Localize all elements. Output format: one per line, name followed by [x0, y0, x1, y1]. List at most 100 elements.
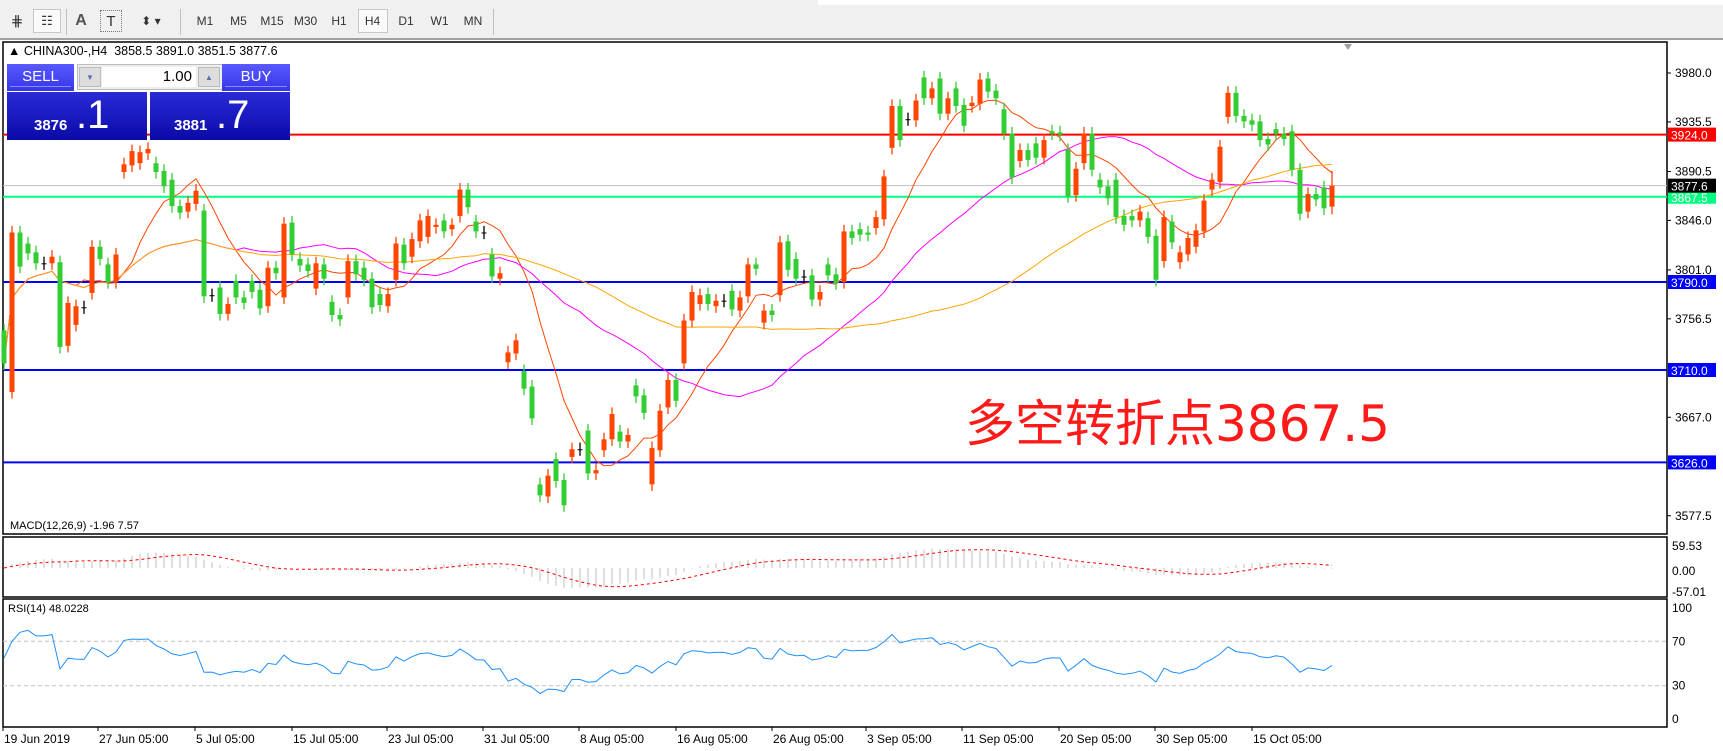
candle	[1033, 136, 1039, 165]
candle	[1049, 124, 1055, 141]
candle	[1177, 245, 1183, 269]
candle	[1201, 194, 1207, 238]
candle-body	[625, 434, 631, 442]
candle-body	[1265, 139, 1271, 145]
buy-button[interactable]: BUY	[222, 64, 290, 91]
candle	[409, 232, 415, 264]
timeframe-m5[interactable]: M5	[230, 14, 247, 28]
candle	[33, 245, 39, 270]
candle	[1169, 214, 1175, 249]
candle	[1041, 133, 1047, 165]
candle	[169, 173, 175, 213]
time-label: 3 Sep 05:00	[867, 732, 932, 746]
candle	[625, 428, 631, 449]
candle-body	[569, 449, 575, 457]
timeframe-m1[interactable]: M1	[196, 14, 214, 28]
candle	[441, 213, 447, 238]
timeframe-w1[interactable]: W1	[430, 14, 449, 28]
pivot-annotation: 多空转折点3867.5	[965, 395, 1390, 453]
candle	[953, 81, 959, 113]
candle	[329, 295, 335, 322]
candle-body	[593, 470, 599, 474]
price-tick-label: 3756.5	[1675, 312, 1712, 326]
candle-body	[825, 264, 831, 276]
candle	[1025, 143, 1031, 167]
time-label: 15 Jul 05:00	[293, 732, 359, 746]
indicators-icon[interactable]: ⋕	[10, 13, 24, 30]
candle-body	[777, 242, 783, 296]
candle	[521, 364, 527, 396]
candle	[321, 257, 327, 286]
decrease-lot-button[interactable]: ▼	[79, 67, 101, 87]
lot-stepper[interactable]: ▼ ▲	[77, 64, 223, 90]
candle-body	[241, 297, 247, 303]
sell-price-box[interactable]: 3876 .1	[7, 92, 147, 140]
candle	[41, 256, 47, 270]
candle	[297, 252, 303, 273]
timeframe-h4[interactable]: H4	[357, 9, 388, 33]
rsi-pane	[2, 598, 1668, 728]
candle	[1145, 211, 1151, 244]
candle-body	[417, 220, 423, 242]
candle-body	[641, 395, 647, 413]
candle	[193, 184, 199, 211]
templates-icon[interactable]: ☷	[33, 9, 61, 33]
candle-body	[425, 216, 431, 237]
candle-body	[1241, 115, 1247, 122]
text-label-icon[interactable]: T	[100, 10, 122, 32]
candle-body	[297, 258, 303, 266]
candle	[913, 93, 919, 127]
buy-price-box[interactable]: 3881 .7	[150, 92, 290, 140]
text-icon[interactable]: A	[75, 12, 87, 29]
level-tag-label: 3924.0	[1671, 129, 1708, 143]
buy-price-big: .7	[216, 93, 250, 137]
candle	[889, 99, 895, 155]
candle	[1089, 126, 1095, 177]
candle-body	[945, 98, 951, 114]
arrows-icon[interactable]: ⬍ ▾	[141, 14, 161, 28]
candle	[201, 203, 207, 303]
candle-body	[769, 310, 775, 315]
candle	[577, 442, 583, 456]
timeframe-m30[interactable]: M30	[293, 14, 318, 28]
timeframe-m15[interactable]: M15	[260, 14, 284, 28]
candle	[993, 84, 999, 105]
candle	[841, 224, 847, 289]
candle	[1305, 187, 1311, 219]
candle-body	[729, 290, 735, 310]
timeframe-mn[interactable]: MN	[463, 14, 483, 28]
candle-body	[761, 310, 767, 323]
candle	[209, 288, 215, 302]
timeframe-h1[interactable]: H1	[331, 14, 347, 28]
candle-body	[841, 231, 847, 282]
candle-body	[1297, 169, 1303, 214]
current-price-label: 3877.6	[1671, 180, 1708, 194]
candle	[481, 225, 487, 240]
candle-body	[697, 295, 703, 304]
candle-body	[1073, 168, 1079, 196]
candle	[1233, 86, 1239, 123]
candle-body	[1225, 92, 1231, 117]
candle-body	[41, 263, 47, 265]
candle	[657, 404, 663, 457]
candle	[497, 266, 503, 286]
chart-shift-marker[interactable]	[1344, 44, 1352, 50]
candle	[545, 469, 551, 504]
time-label: 27 Jun 05:00	[99, 732, 169, 746]
increase-lot-button[interactable]: ▲	[198, 67, 220, 87]
candle	[721, 294, 727, 308]
lot-input[interactable]	[102, 67, 196, 87]
sell-button[interactable]: SELL	[7, 64, 74, 91]
price-tick-label: 3890.5	[1675, 164, 1712, 178]
timeframe-d1[interactable]: D1	[398, 14, 414, 28]
candle-body	[257, 289, 263, 309]
candle	[1105, 179, 1111, 205]
level-tag	[1668, 189, 1716, 204]
candle-body	[657, 410, 663, 451]
candle	[609, 407, 615, 446]
candle	[1257, 114, 1263, 147]
candle	[49, 250, 55, 270]
candle	[673, 373, 679, 408]
candle	[1121, 209, 1127, 232]
candle	[825, 257, 831, 282]
